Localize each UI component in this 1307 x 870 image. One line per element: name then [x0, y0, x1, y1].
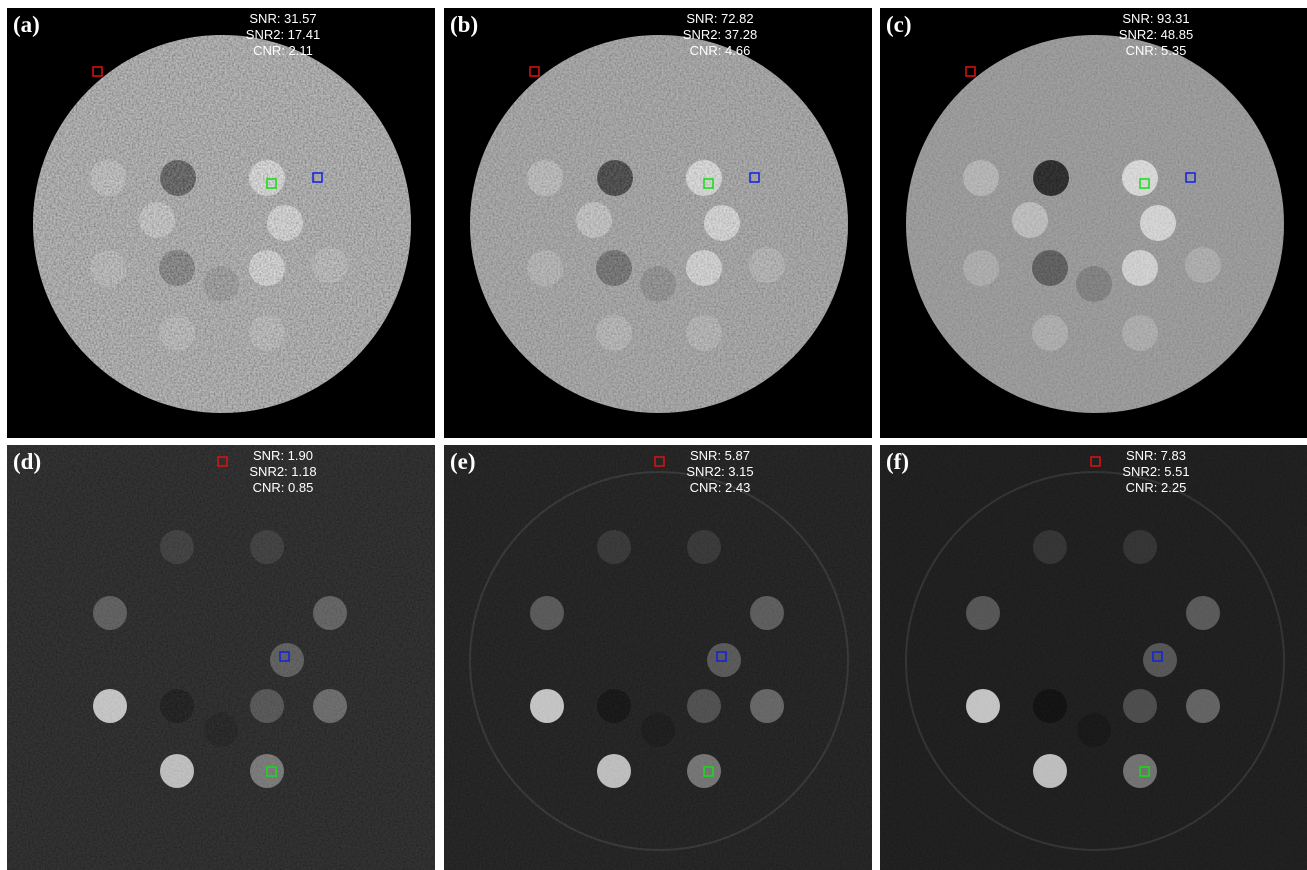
- stat-line: SNR: 72.82: [686, 11, 753, 26]
- noise: [444, 445, 872, 870]
- page: {"panels": [ {"label": "(a)", "stats": […: [0, 0, 1307, 870]
- stat-line: SNR2: 1.18: [249, 464, 316, 479]
- stat-line: SNR2: 3.15: [686, 464, 753, 479]
- image: [444, 445, 872, 870]
- image: [880, 8, 1307, 438]
- panel-label: (b): [450, 12, 478, 37]
- stat-line: SNR: 7.83: [1126, 448, 1186, 463]
- stat-line: SNR2: 5.51: [1122, 464, 1189, 479]
- stat-line: CNR: 0.85: [253, 480, 314, 495]
- stat-line: SNR: 31.57: [249, 11, 316, 26]
- stat-line: SNR: 93.31: [1122, 11, 1189, 26]
- stat-line: SNR2: 17.41: [246, 27, 320, 42]
- panel-label: (c): [886, 12, 912, 37]
- stat-line: SNR: 1.90: [253, 448, 313, 463]
- noise: [880, 445, 1307, 870]
- stat-line: CNR: 2.43: [690, 480, 751, 495]
- image: [7, 445, 435, 870]
- stat-line: SNR: 5.87: [690, 448, 750, 463]
- stat-line: CNR: 2.25: [1126, 480, 1187, 495]
- panel-label: (a): [13, 12, 40, 37]
- panel-label: (f): [886, 449, 909, 474]
- stat-line: CNR: 4.66: [690, 43, 751, 58]
- stat-line: SNR2: 48.85: [1119, 27, 1193, 42]
- stat-line: SNR2: 37.28: [683, 27, 757, 42]
- figure: (a) SNR: 31.57SNR2: 17.41CNR: 2.11 (b) SNR:…: [0, 0, 1307, 870]
- panel-label: (d): [13, 449, 41, 474]
- panel-label: (e): [450, 449, 476, 474]
- image: [444, 8, 872, 438]
- noise: [7, 445, 435, 870]
- stat-line: CNR: 2.11: [253, 43, 313, 58]
- stat-line: CNR: 5.35: [1126, 43, 1187, 58]
- image: [7, 8, 435, 438]
- image: [880, 445, 1307, 870]
